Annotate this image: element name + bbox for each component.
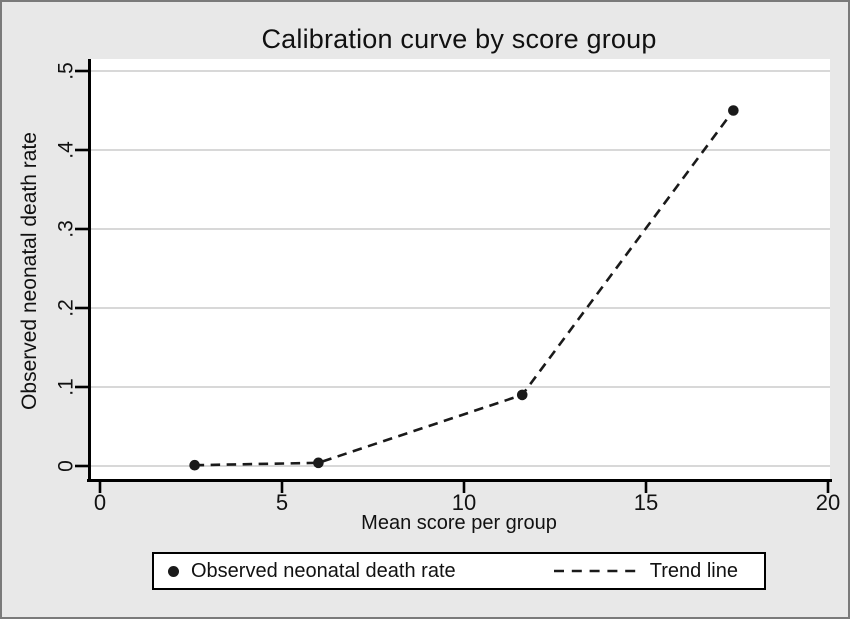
svg-text:.3: .3 (55, 220, 78, 238)
legend-label-observed: Observed neonatal death rate (191, 559, 456, 582)
y-axis-title: Observed neonatal death rate (18, 132, 41, 410)
legend-label-trend: Trend line (649, 559, 738, 582)
legend: Observed neonatal death rate Trend line (152, 552, 766, 590)
svg-text:10: 10 (452, 490, 476, 515)
chart-title: Calibration curve by score group (261, 24, 657, 54)
legend-item-trend: Trend line (553, 560, 738, 583)
svg-text:.1: .1 (55, 378, 78, 396)
svg-text:20: 20 (816, 490, 840, 515)
svg-text:5: 5 (276, 490, 288, 515)
svg-text:.5: .5 (55, 62, 78, 80)
svg-text:0: 0 (94, 490, 106, 515)
plot-area (90, 59, 830, 479)
svg-text:.4: .4 (55, 141, 78, 159)
svg-text:0: 0 (55, 460, 78, 472)
dot-marker-icon (168, 565, 179, 577)
x-axis-title: Mean score per group (361, 512, 557, 534)
svg-text:15: 15 (634, 490, 658, 515)
dashed-line-icon (553, 569, 638, 573)
legend-item-observed: Observed neonatal death rate (168, 560, 456, 583)
svg-text:.2: .2 (55, 299, 78, 317)
